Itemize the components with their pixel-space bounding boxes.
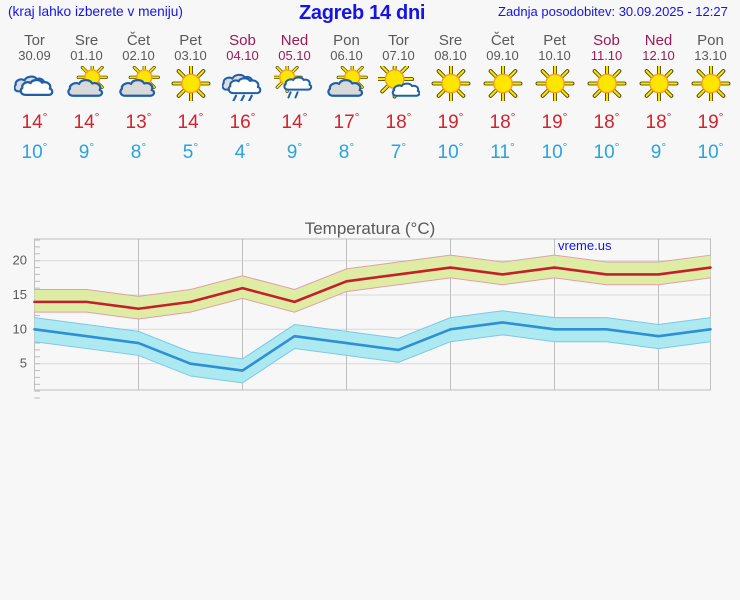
svg-text:vreme.us: vreme.us — [558, 238, 612, 253]
svg-text:5: 5 — [20, 356, 27, 371]
svg-text:15: 15 — [13, 287, 27, 302]
svg-text:20: 20 — [13, 253, 27, 268]
svg-text:10: 10 — [13, 321, 27, 336]
